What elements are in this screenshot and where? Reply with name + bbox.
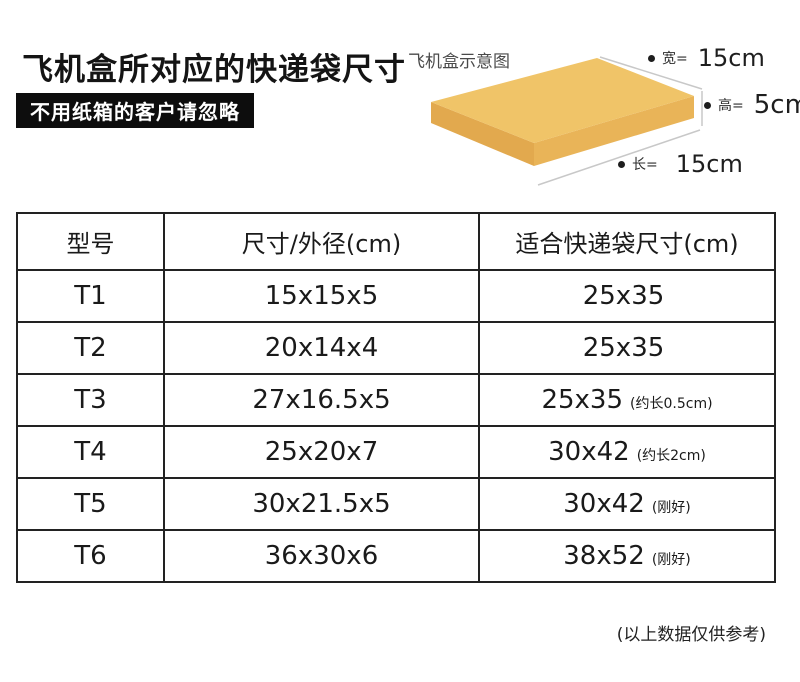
page-title: 飞机盒所对应的快递袋尺寸 [22,52,406,88]
bag-note: (刚好) [651,500,691,516]
size-table: 型号 尺寸/外径(cm) 适合快递袋尺寸(cm) T1 15x15x5 25x3… [16,212,776,583]
width-dimension-line [599,56,703,90]
table-row: T2 20x14x4 25x35 [16,321,776,375]
table-row: T6 36x30x6 38x52 (刚好) [16,529,776,583]
cell-bag: 25x35 [478,321,776,375]
cell-bag: 25x35 (约长0.5cm) [478,373,776,427]
cell-model: T6 [16,529,165,583]
width-label: 宽= [662,51,688,67]
width-value: 15cm [697,44,765,72]
cell-size: 15x15x5 [163,269,480,323]
width-annotation: 宽= 15cm [648,44,765,72]
carton-box-illustration [431,56,703,186]
bag-size: 30x42 [548,437,630,467]
height-value: 5cm [753,90,800,120]
table-row: T4 25x20x7 30x42 (约长2cm) [16,425,776,479]
footnote: (以上数据仅供参考) [616,625,766,645]
col-header-model: 型号 [16,212,165,271]
bullet-dot-icon [704,101,711,109]
bag-size: 25x35 [582,333,665,363]
cell-bag: 30x42 (约长2cm) [478,425,776,479]
cell-bag: 38x52 (刚好) [478,529,776,583]
bullet-dot-icon [648,54,655,62]
col-header-bag: 适合快递袋尺寸(cm) [478,212,776,271]
illustration-label: 飞机盒示意图 [408,52,510,72]
cell-model: T1 [16,269,165,323]
cell-size: 20x14x4 [163,321,480,375]
height-label: 高= [718,98,744,114]
cell-size: 25x20x7 [163,425,480,479]
length-value: 15cm [675,150,743,178]
table-row: T5 30x21.5x5 30x42 (刚好) [16,477,776,531]
cell-model: T3 [16,373,165,427]
height-annotation: 高= 5cm [704,90,800,120]
box-front-face [534,96,694,166]
length-label: 长= [632,157,658,173]
cell-model: T5 [16,477,165,531]
cell-size: 27x16.5x5 [163,373,480,427]
cell-model: T2 [16,321,165,375]
bag-size: 38x52 [563,541,645,571]
bag-size: 25x35 [541,385,624,415]
table-header-row: 型号 尺寸/外径(cm) 适合快递袋尺寸(cm) [16,212,776,271]
cell-model: T4 [16,425,165,479]
bullet-dot-icon [618,160,625,168]
cell-size: 36x30x6 [163,529,480,583]
box-top-face [431,58,694,143]
table-row: T1 15x15x5 25x35 [16,269,776,323]
box-left-face [431,102,534,166]
cell-bag: 30x42 (刚好) [478,477,776,531]
bag-note: (约长2cm) [636,448,706,464]
bag-note: (约长0.5cm) [630,396,713,412]
length-annotation: 长= 15cm [618,150,743,178]
col-header-size: 尺寸/外径(cm) [163,212,480,271]
bag-note: (刚好) [651,552,691,568]
cell-size: 30x21.5x5 [163,477,480,531]
cell-bag: 25x35 [478,269,776,323]
bag-size: 25x35 [582,281,665,311]
bag-size: 30x42 [563,489,645,519]
notice-banner: 不用纸箱的客户请忽略 [16,93,254,128]
table-row: T3 27x16.5x5 25x35 (约长0.5cm) [16,373,776,427]
length-dimension-line [537,129,701,186]
